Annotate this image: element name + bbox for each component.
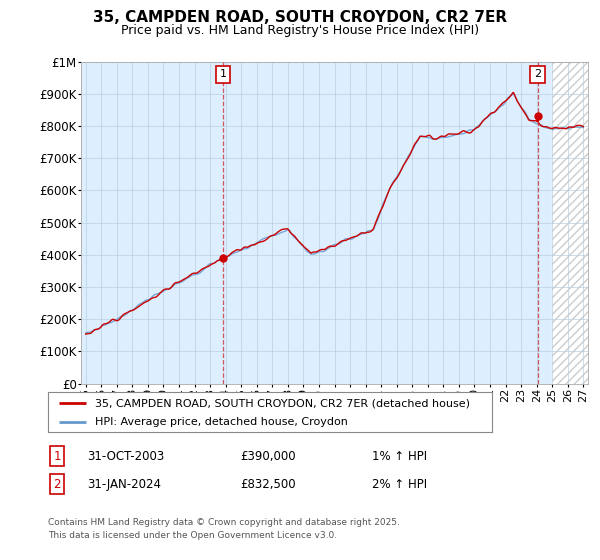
Text: £390,000: £390,000 (240, 450, 296, 463)
Text: 1% ↑ HPI: 1% ↑ HPI (372, 450, 427, 463)
Text: 31-JAN-2024: 31-JAN-2024 (87, 478, 161, 491)
Text: 35, CAMPDEN ROAD, SOUTH CROYDON, CR2 7ER: 35, CAMPDEN ROAD, SOUTH CROYDON, CR2 7ER (93, 11, 507, 25)
Bar (552, 62, 591, 384)
Text: HPI: Average price, detached house, Croydon: HPI: Average price, detached house, Croy… (95, 417, 347, 427)
Text: 2: 2 (53, 478, 61, 491)
Text: 35, CAMPDEN ROAD, SOUTH CROYDON, CR2 7ER (detached house): 35, CAMPDEN ROAD, SOUTH CROYDON, CR2 7ER… (95, 398, 470, 408)
Text: Price paid vs. HM Land Registry's House Price Index (HPI): Price paid vs. HM Land Registry's House … (121, 24, 479, 38)
Text: £832,500: £832,500 (240, 478, 296, 491)
Text: 31-OCT-2003: 31-OCT-2003 (87, 450, 164, 463)
Text: Contains HM Land Registry data © Crown copyright and database right 2025.
This d: Contains HM Land Registry data © Crown c… (48, 519, 400, 540)
Text: 1: 1 (53, 450, 61, 463)
Text: 2% ↑ HPI: 2% ↑ HPI (372, 478, 427, 491)
Text: 1: 1 (220, 69, 226, 80)
Text: 2: 2 (535, 69, 541, 80)
